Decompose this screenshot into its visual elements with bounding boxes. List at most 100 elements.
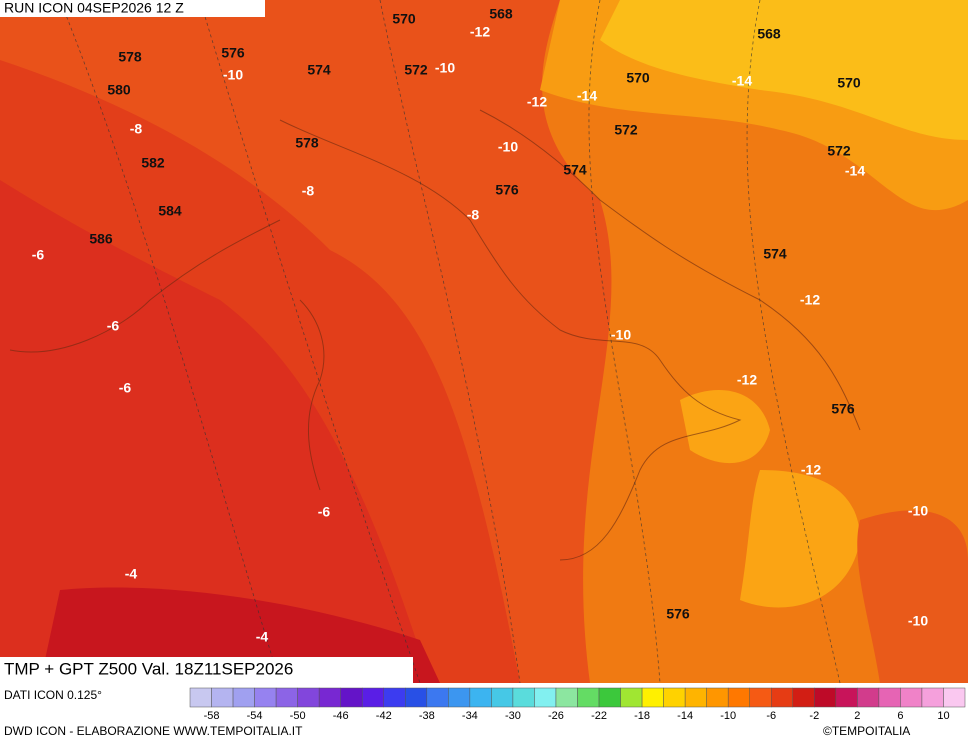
colorbar-swatch [835, 687, 858, 708]
temperature-label: -10 [908, 503, 928, 519]
colorbar-label: -10 [720, 710, 736, 722]
map-labels: 570 568 -12 568 578 576 -10 574 572 -10 570 -14 570 5… [32, 6, 929, 645]
geopotential-label: 570 [837, 75, 861, 91]
colorbar-label: -42 [376, 710, 392, 722]
colorbar-label: -46 [333, 710, 349, 722]
colorbar-swatch [857, 687, 880, 708]
colorbar-label: -22 [591, 710, 607, 722]
geopotential-label: 580 [107, 82, 131, 98]
geopotential-label: 574 [763, 246, 787, 262]
colorbar-swatch [491, 687, 514, 708]
coast-lines [9, 109, 861, 561]
colorbar-swatch [340, 687, 363, 708]
colorbar-swatch [727, 687, 750, 708]
run-title: RUN ICON 04SEP2026 12 Z [4, 0, 184, 16]
temperature-label: -10 [435, 60, 455, 76]
geopotential-label: 574 [307, 62, 331, 78]
temperature-label: -14 [732, 73, 752, 89]
colorbar-swatch [684, 687, 707, 708]
colorbar-label: -50 [290, 710, 306, 722]
temperature-label: -10 [223, 67, 243, 83]
geopotential-label: 572 [404, 62, 428, 78]
caption-box [0, 657, 413, 683]
geopotential-label: 586 [89, 231, 113, 247]
colorbar-label: 2 [854, 710, 860, 722]
colorbar-swatch [706, 687, 729, 708]
geopotential-label: 578 [118, 49, 142, 65]
temperature-label: -12 [800, 292, 820, 308]
colorbar-label: -38 [419, 710, 435, 722]
colorbar-label: -6 [766, 710, 776, 722]
colorbar-swatch [211, 687, 234, 708]
colorbar-swatch [792, 687, 815, 708]
temperature-label: -8 [467, 207, 480, 223]
temperature-label: -12 [801, 462, 821, 478]
colorbar-swatch [405, 687, 428, 708]
colorbar-swatch [663, 687, 686, 708]
colorbar-swatch [534, 687, 557, 708]
colorbar-label: -26 [548, 710, 564, 722]
geopotential-label: 576 [831, 401, 855, 417]
colorbar-swatch [921, 687, 944, 708]
colorbar-label: -18 [634, 710, 650, 722]
colorbar-swatch [555, 687, 578, 708]
colorbar: -58 -54 -50 -46 -42 -38 -34 -30 -26 -22 -18 -14 -10-… [189, 687, 966, 722]
colorbar-swatch [900, 687, 923, 708]
credit: DWD ICON - ELABORAZIONE WWW.TEMPOITALIA.… [4, 724, 303, 738]
colorbar-swatch [749, 687, 772, 708]
geopotential-label: 576 [221, 45, 245, 61]
geopotential-label: 578 [295, 135, 319, 151]
geopotential-label: 576 [666, 606, 690, 622]
colorbar-swatch [448, 687, 471, 708]
geopotential-label: 582 [141, 155, 165, 171]
temperature-label: -10 [611, 327, 631, 343]
geopotential-label: 572 [827, 143, 851, 159]
temperature-label: -14 [577, 88, 597, 104]
geopotential-label: 574 [563, 162, 587, 178]
colorbar-swatch [254, 687, 277, 708]
temperature-label: -12 [737, 372, 757, 388]
temperature-label: -10 [498, 139, 518, 155]
colorbar-swatch [318, 687, 341, 708]
geopotential-label: 570 [392, 11, 416, 27]
colorbar-label: -14 [677, 710, 693, 722]
geopotential-label: 570 [626, 70, 650, 86]
temperature-label: -10 [908, 613, 928, 629]
temperature-label: -6 [119, 380, 132, 396]
temperature-label: -12 [470, 24, 490, 40]
temperature-label: -6 [107, 318, 120, 334]
temperature-label: -12 [527, 94, 547, 110]
colorbar-swatch [943, 687, 966, 708]
colorbar-label: -54 [247, 710, 263, 722]
colorbar-swatch [469, 687, 492, 708]
temperature-label: -8 [130, 121, 143, 137]
contours [59, 0, 841, 684]
colorbar-swatch [189, 687, 212, 708]
temperature-label: -4 [256, 629, 269, 645]
colorbar-label: -30 [505, 710, 521, 722]
colorbar-label: -58 [204, 710, 220, 722]
geopotential-label: 568 [757, 26, 781, 42]
colorbar-swatch [814, 687, 837, 708]
temperature-label: -6 [32, 247, 45, 263]
colorbar-label: 10 [937, 710, 949, 722]
map-background [0, 0, 968, 683]
geopotential-label: 576 [495, 182, 519, 198]
colorbar-swatch [577, 687, 600, 708]
colorbar-label: -34 [462, 710, 478, 722]
geopotential-label: 572 [614, 122, 638, 138]
colorbar-swatch [297, 687, 320, 708]
colorbar-swatch [620, 687, 643, 708]
temperature-label: -8 [302, 183, 315, 199]
map-caption: TMP + GPT Z500 Val. 18Z11SEP2026 [4, 659, 293, 678]
colorbar-swatch [275, 687, 298, 708]
colorbar-swatch [878, 687, 901, 708]
copyright: ©TEMPOITALIA [823, 724, 910, 738]
colorbar-label: 6 [897, 710, 903, 722]
temperature-label: -14 [845, 163, 865, 179]
colorbar-label: -2 [809, 710, 819, 722]
geopotential-label: 584 [158, 203, 182, 219]
colorbar-swatch [641, 687, 664, 708]
data-source: DATI ICON 0.125° [4, 688, 102, 702]
